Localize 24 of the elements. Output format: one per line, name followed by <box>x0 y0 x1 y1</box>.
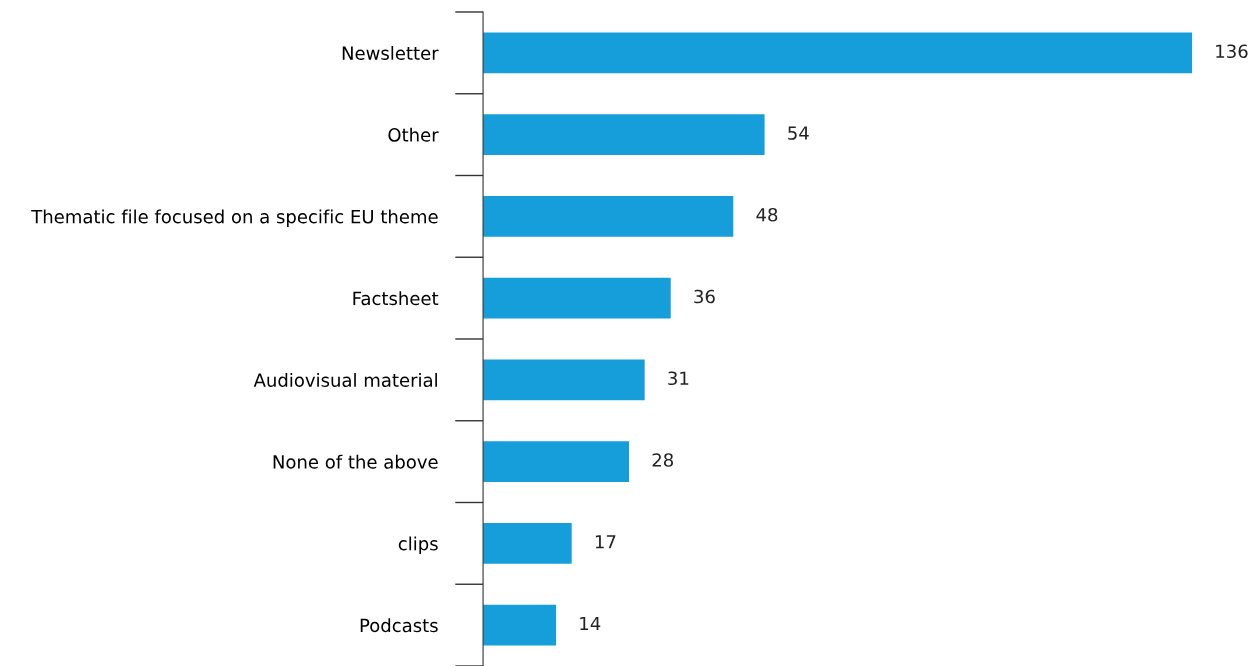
data-label: 14 <box>580 616 601 631</box>
y-tick-label: Thematic file focused on a specific EU theme <box>31 209 438 227</box>
y-tick-label: Newsletter <box>342 46 439 60</box>
data-label: 31 <box>668 371 689 386</box>
data-label: 36 <box>694 289 715 304</box>
data-label: 54 <box>788 126 809 140</box>
data-label: 48 <box>756 207 778 222</box>
bar <box>483 604 557 646</box>
y-tick-label: Audiovisual material <box>253 373 437 387</box>
bar <box>483 522 572 564</box>
data-label: 28 <box>652 453 673 467</box>
y-tick-label: Factsheet <box>353 291 439 306</box>
bar <box>483 277 671 319</box>
bar <box>483 441 630 483</box>
y-tick-label: clips <box>398 536 438 554</box>
bar <box>483 359 645 401</box>
y-tick-label: Podcasts <box>360 618 438 633</box>
bar <box>483 114 765 156</box>
data-label: 136 <box>1216 44 1248 59</box>
bar <box>483 32 1193 74</box>
y-tick-label: None of the above <box>273 454 438 469</box>
y-tick-label: Other <box>388 127 439 142</box>
data-label: 17 <box>595 535 616 549</box>
bar <box>483 195 734 237</box>
